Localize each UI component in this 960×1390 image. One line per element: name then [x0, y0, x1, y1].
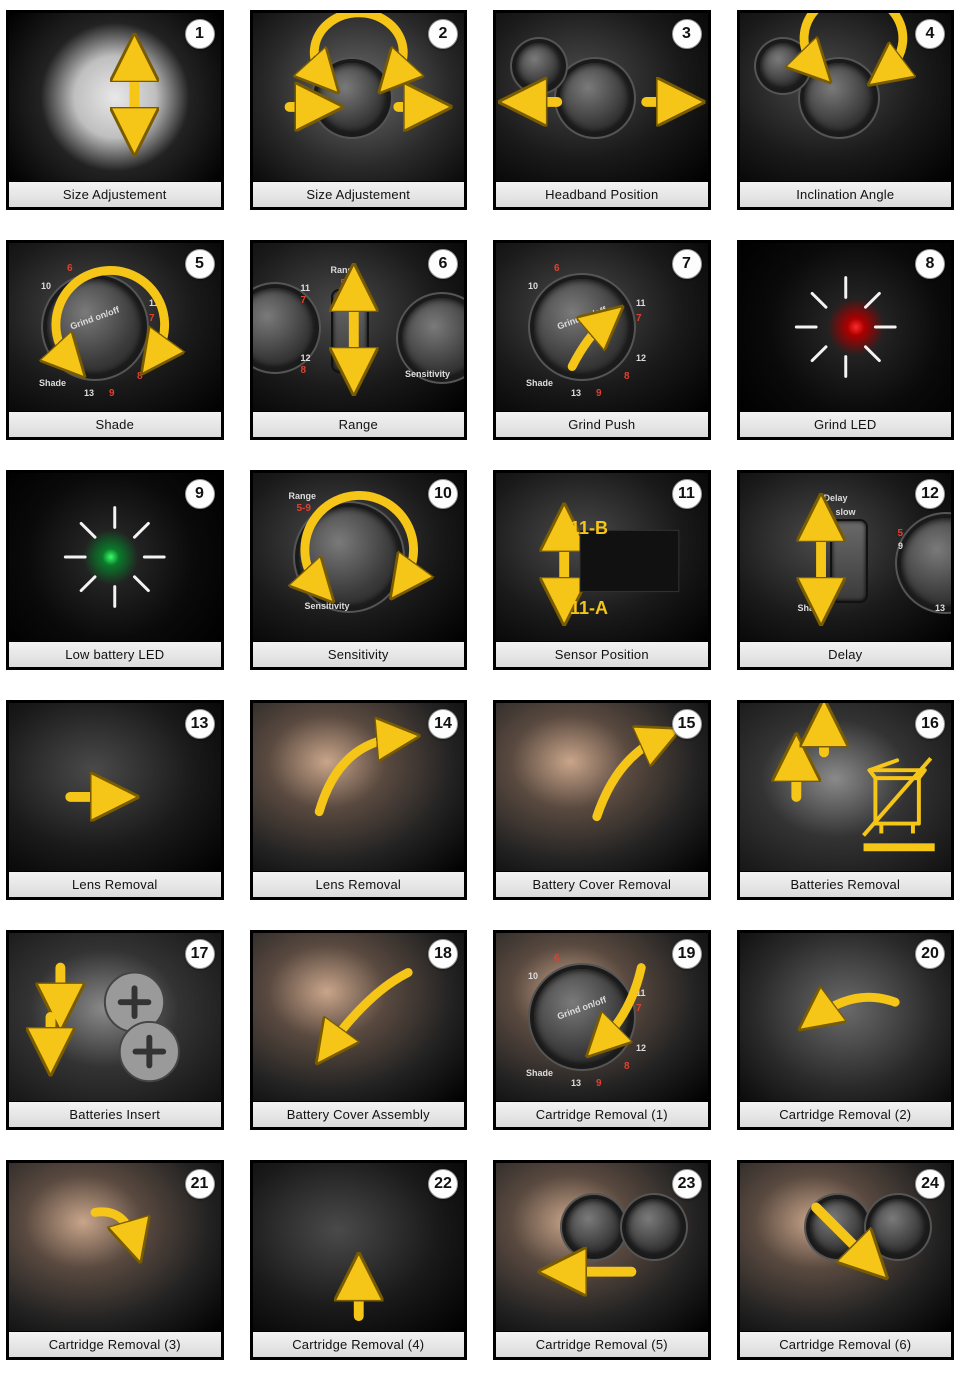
card-caption: Cartridge Removal (3) — [9, 1331, 221, 1357]
step-number-badge: 6 — [428, 249, 458, 279]
card-caption: Delay — [740, 641, 952, 667]
card-thumb: 24 — [740, 1163, 952, 1331]
card-caption: Sensor Position — [496, 641, 708, 667]
step-number-badge: 2 — [428, 19, 458, 49]
card-thumb: 15 — [496, 703, 708, 871]
step-number-badge: 10 — [428, 479, 458, 509]
instruction-card-7: Grind on/offShade106117128139 7Grind Pus… — [493, 240, 711, 440]
instruction-card-13: 13 Lens Removal — [6, 700, 224, 900]
card-caption: Cartridge Removal (5) — [496, 1331, 708, 1357]
card-thumb: Grind on/offShade106117128139 7 — [496, 243, 708, 411]
instruction-card-20: 20 Cartridge Removal (2) — [737, 930, 955, 1130]
card-thumb: 11-B 11-A 11 — [496, 473, 708, 641]
card-thumb: 17 — [9, 933, 221, 1101]
card-thumb: 8 — [740, 243, 952, 411]
card-thumb: Grind on/offShade106117128139 19 — [496, 933, 708, 1101]
step-number-badge: 21 — [185, 1169, 215, 1199]
step-number-badge: 20 — [915, 939, 945, 969]
step-number-badge: 4 — [915, 19, 945, 49]
card-caption: Battery Cover Removal — [496, 871, 708, 897]
step-number-badge: 22 — [428, 1169, 458, 1199]
step-number-badge: 24 — [915, 1169, 945, 1199]
card-thumb: 9 — [9, 473, 221, 641]
step-number-badge: 7 — [672, 249, 702, 279]
card-thumb: 18 — [253, 933, 465, 1101]
card-caption: Low battery LED — [9, 641, 221, 667]
instruction-card-19: Grind on/offShade106117128139 19Cartridg… — [493, 930, 711, 1130]
card-caption: Range — [253, 411, 465, 437]
step-number-badge: 12 — [915, 479, 945, 509]
instruction-card-11: 11-B 11-A 11 Sensor Position — [493, 470, 711, 670]
instruction-card-22: 22 Cartridge Removal (4) — [250, 1160, 468, 1360]
instruction-card-2: 2 Size Adjustement — [250, 10, 468, 210]
card-caption: Battery Cover Assembly — [253, 1101, 465, 1127]
instruction-card-1: 1 Size Adjustement — [6, 10, 224, 210]
step-number-badge: 13 — [185, 709, 215, 739]
card-thumb: 3 — [496, 13, 708, 181]
overlay-label: 11-B — [570, 518, 608, 539]
card-caption: Cartridge Removal (1) — [496, 1101, 708, 1127]
instruction-grid: 1 Size Adjustement 2 Size Adjustement 3 Hea… — [6, 10, 954, 1360]
card-caption: Cartridge Removal (4) — [253, 1331, 465, 1357]
card-caption: Batteries Removal — [740, 871, 952, 897]
step-number-badge: 14 — [428, 709, 458, 739]
card-caption: Cartridge Removal (2) — [740, 1101, 952, 1127]
card-thumb: Grind on/offShade106117128139 5 — [9, 243, 221, 411]
card-caption: Grind Push — [496, 411, 708, 437]
card-caption: Headband Position — [496, 181, 708, 207]
step-number-badge: 15 — [672, 709, 702, 739]
instruction-card-6: Range5-9Sensitivity117128 6Range — [250, 240, 468, 440]
step-number-badge: 8 — [915, 249, 945, 279]
step-number-badge: 3 — [672, 19, 702, 49]
step-number-badge: 9 — [185, 479, 215, 509]
card-caption: Sensitivity — [253, 641, 465, 667]
card-thumb: 22 — [253, 1163, 465, 1331]
instruction-card-21: 21 Cartridge Removal (3) — [6, 1160, 224, 1360]
instruction-card-9: 9 Low battery LED — [6, 470, 224, 670]
card-caption: Batteries Insert — [9, 1101, 221, 1127]
instruction-card-24: 24 Cartridge Removal (6) — [737, 1160, 955, 1360]
card-caption: Lens Removal — [253, 871, 465, 897]
instruction-card-17: 17 Batteries Insert — [6, 930, 224, 1130]
step-number-badge: 11 — [672, 479, 702, 509]
instruction-card-3: 3 Headband Position — [493, 10, 711, 210]
instruction-card-23: 23 Cartridge Removal (5) — [493, 1160, 711, 1360]
step-number-badge: 18 — [428, 939, 458, 969]
card-thumb: 13 — [9, 703, 221, 871]
instruction-card-14: 14 Lens Removal — [250, 700, 468, 900]
instruction-card-12: DelayslowShade5913 12Delay — [737, 470, 955, 670]
instruction-card-18: 18 Battery Cover Assembly — [250, 930, 468, 1130]
card-thumb: Range5-9Sensitivity 10 — [253, 473, 465, 641]
card-thumb: 1 — [9, 13, 221, 181]
instruction-card-10: Range5-9Sensitivity 10Sensitivity — [250, 470, 468, 670]
step-number-badge: 23 — [672, 1169, 702, 1199]
step-number-badge: 17 — [185, 939, 215, 969]
card-thumb: 23 — [496, 1163, 708, 1331]
card-caption: Lens Removal — [9, 871, 221, 897]
card-thumb: 14 — [253, 703, 465, 871]
card-caption: Inclination Angle — [740, 181, 952, 207]
card-thumb: 16 — [740, 703, 952, 871]
card-thumb: DelayslowShade5913 12 — [740, 473, 952, 641]
card-caption: Shade — [9, 411, 221, 437]
card-caption: Size Adjustement — [253, 181, 465, 207]
card-caption: Grind LED — [740, 411, 952, 437]
overlay-label: 11-A — [570, 598, 608, 619]
card-thumb: Range5-9Sensitivity117128 6 — [253, 243, 465, 411]
step-number-badge: 1 — [185, 19, 215, 49]
card-thumb: 4 — [740, 13, 952, 181]
instruction-card-8: 8 Grind LED — [737, 240, 955, 440]
card-caption: Size Adjustement — [9, 181, 221, 207]
card-caption: Cartridge Removal (6) — [740, 1331, 952, 1357]
instruction-card-5: Grind on/offShade106117128139 5Shade — [6, 240, 224, 440]
step-number-badge: 5 — [185, 249, 215, 279]
instruction-card-16: 16 Batteries Removal — [737, 700, 955, 900]
instruction-card-15: 15 Battery Cover Removal — [493, 700, 711, 900]
instruction-card-4: 4 Inclination Angle — [737, 10, 955, 210]
card-thumb: 21 — [9, 1163, 221, 1331]
step-number-badge: 16 — [915, 709, 945, 739]
card-thumb: 20 — [740, 933, 952, 1101]
step-number-badge: 19 — [672, 939, 702, 969]
card-thumb: 2 — [253, 13, 465, 181]
